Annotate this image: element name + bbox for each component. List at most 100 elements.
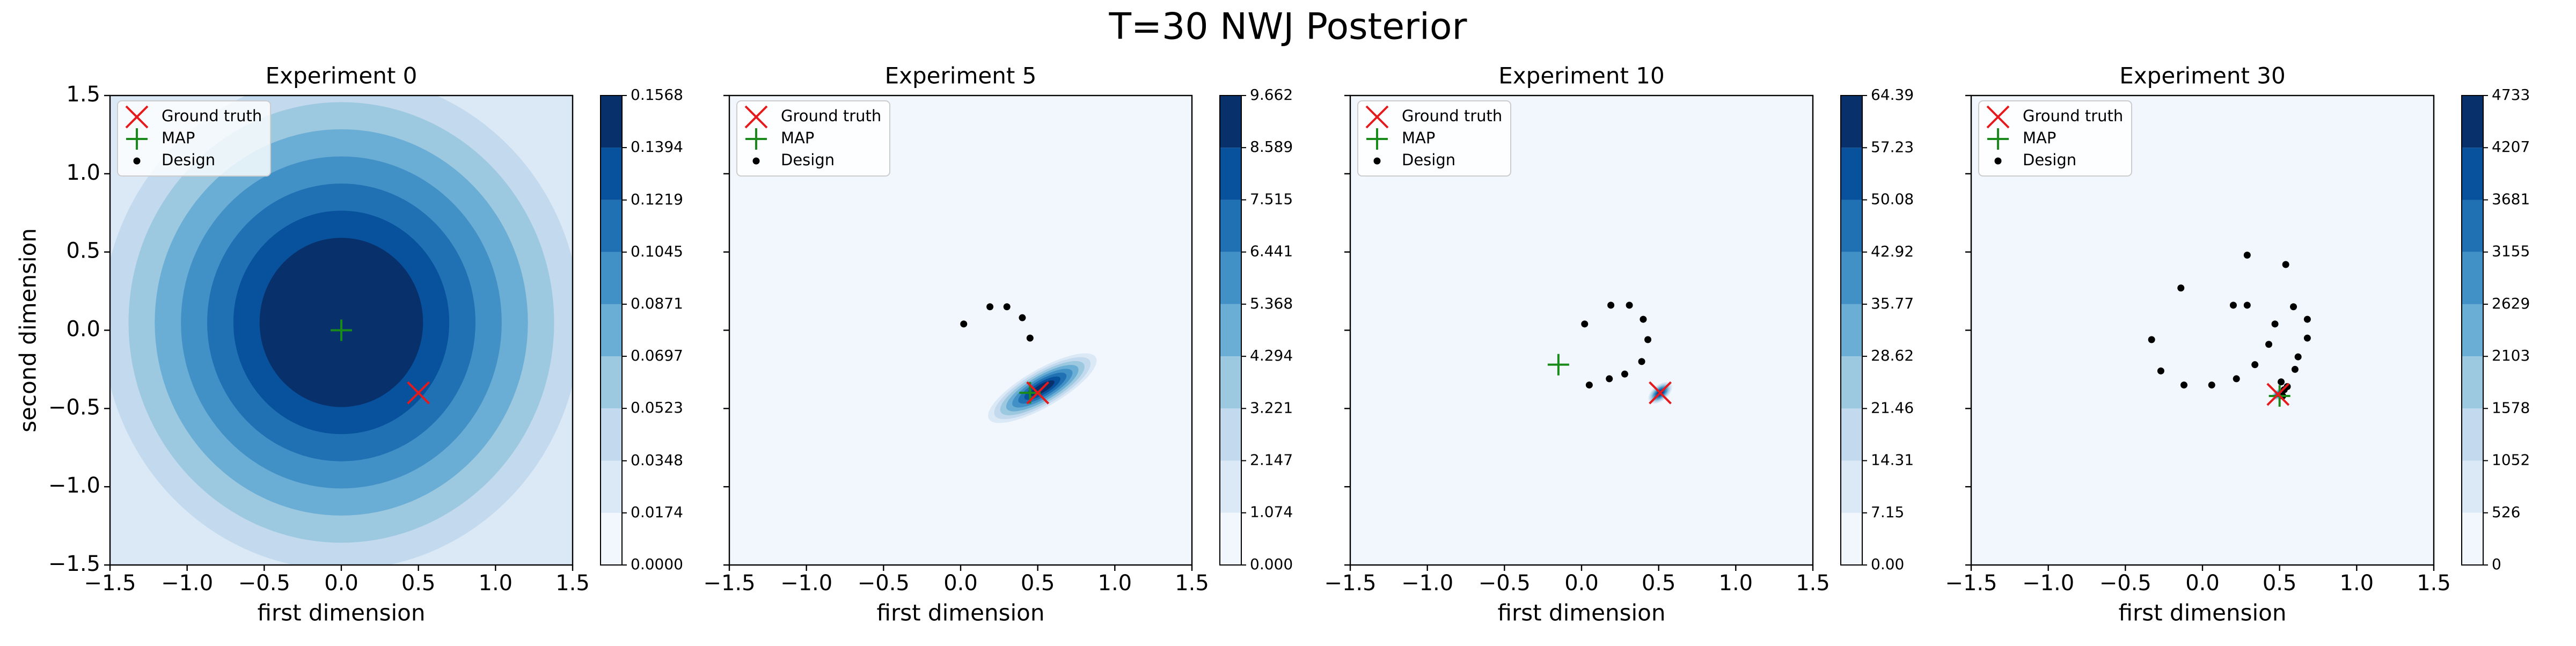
- colorbar-tick-label: 526: [2492, 503, 2520, 521]
- colorbar-band: [1220, 96, 1241, 148]
- point-dot: [1640, 315, 1647, 323]
- point-dot: [960, 320, 968, 328]
- colorbar-frame: [600, 95, 623, 566]
- y-tick-label: 0.5: [66, 239, 100, 263]
- point-dot: [1626, 302, 1633, 309]
- colorbar-band: [601, 96, 622, 148]
- x-tick-label: 1.5: [1796, 571, 1830, 596]
- point-x: [407, 381, 430, 405]
- point-x: [1026, 381, 1050, 405]
- colorbar-tick-label: 28.62: [1871, 347, 1914, 364]
- colorbar-tick-label: 0.0697: [631, 347, 683, 364]
- colorbar-tick-label: 0.0871: [631, 295, 683, 312]
- colorbar-band: [601, 200, 622, 252]
- colorbar-tick-label: 2103: [2492, 347, 2530, 364]
- colorbar-band: [1841, 148, 1862, 200]
- subplot: Experiment 10 −1.5 −1.0 −0.5 0.0 0.5 1.0 1.5 fir…: [1324, 63, 1914, 626]
- colorbar-tick-label: 0.0523: [631, 399, 683, 416]
- point-dot: [1585, 381, 1593, 389]
- point-dot: [2290, 303, 2297, 311]
- colorbar-band: [2462, 148, 2483, 200]
- colorbar-tick-label: 42.92: [1871, 243, 1914, 260]
- point-dot: [2303, 315, 2311, 323]
- colorbar-tick-label: 7.15: [1871, 503, 1904, 521]
- colorbar-band: [2462, 356, 2483, 409]
- legend-marker: [125, 105, 149, 129]
- point-x-stroke: [1026, 381, 1050, 405]
- y-axis-label: second dimension: [15, 228, 41, 432]
- colorbar-band: [2462, 512, 2483, 565]
- colorbar-tick-label: 3681: [2492, 190, 2530, 208]
- colorbar-tick-label: 1578: [2492, 399, 2530, 416]
- point-dot: [2243, 252, 2251, 259]
- legend-label: MAP: [2023, 129, 2056, 147]
- legend-marker: [1373, 157, 1381, 165]
- point-dot: [1621, 370, 1628, 378]
- legend-label: Design: [781, 151, 835, 169]
- colorbar-tick-label: 7.515: [1250, 190, 1293, 208]
- point-dot: [986, 303, 994, 311]
- x-tick-label: 0.5: [1021, 571, 1055, 596]
- colorbar-tick-label: 0.1394: [631, 138, 683, 156]
- x-tick-label: 1.5: [1175, 571, 1209, 596]
- x-tick-label: −0.5: [1479, 571, 1531, 596]
- subplot: Experiment 30 −1.5 −1.0 −0.5 0.0 0.5 1.0 1.5 fir…: [1945, 63, 2530, 626]
- colorbar-tick-label: 6.441: [1250, 243, 1293, 260]
- point-dot: [1607, 302, 1615, 309]
- point-dot: [2148, 336, 2155, 343]
- subplot-title: Experiment 30: [2119, 63, 2285, 89]
- x-tick-label: 1.5: [555, 571, 590, 596]
- legend-label: Design: [1402, 151, 1455, 169]
- colorbar-frame: [2461, 95, 2484, 566]
- legend-marker: [126, 128, 148, 150]
- colorbar-band: [1220, 200, 1241, 252]
- x-tick-label: −1.5: [1324, 571, 1376, 596]
- point-dot: [2180, 381, 2188, 389]
- point-plus: [1547, 354, 1569, 376]
- colorbar-tick-label: 35.77: [1871, 295, 1914, 312]
- point-dot: [2177, 284, 2185, 292]
- colorbar-frame: [1219, 95, 1242, 566]
- subplot: Experiment 5 −1.5 −1.0 −0.5 0.0 0.5 1.0 1.5 firs…: [703, 63, 1293, 626]
- legend-marker: [1987, 128, 2009, 150]
- legend-marker-stroke: [744, 105, 768, 129]
- legend-marker: [1994, 157, 2002, 165]
- x-tick-label: −1.0: [1401, 571, 1453, 596]
- legend-marker: [745, 128, 767, 150]
- x-tick-label: −1.5: [1945, 571, 1997, 596]
- legend-marker-stroke: [1365, 105, 1389, 129]
- colorbar-tick-label: 5.368: [1250, 295, 1293, 312]
- x-tick-label: 0.0: [1564, 571, 1599, 596]
- point-dot: [2233, 375, 2240, 383]
- point-dot: [2265, 341, 2273, 348]
- legend-label: Design: [162, 151, 215, 169]
- figure-title: T=30 NWJ Posterior: [1109, 6, 1467, 48]
- x-tick-label: 0.5: [401, 571, 436, 596]
- colorbar-band: [1220, 252, 1241, 304]
- x-tick-label: 0.0: [324, 571, 358, 596]
- point-x: [2266, 383, 2290, 406]
- colorbar-band: [2462, 252, 2483, 304]
- colorbar-tick-label: 14.31: [1871, 451, 1914, 469]
- point-dot: [2294, 353, 2302, 361]
- colorbar-band: [601, 252, 622, 304]
- colorbar-tick-label: 2629: [2492, 295, 2530, 312]
- colorbar-band: [1220, 512, 1241, 565]
- x-tick-label: 0.0: [943, 571, 978, 596]
- legend-box: [117, 100, 271, 177]
- point-dot: [1026, 334, 1034, 342]
- subplot: Experiment 0 −1.5 −1.0 −0.5 0.0 0.5 1.0 1.5 −1.5…: [15, 63, 683, 626]
- colorbar-tick-label: 4733: [2492, 86, 2530, 104]
- legend-label: Design: [2023, 151, 2076, 169]
- colorbar-tick-label: 0.00: [1871, 555, 1904, 573]
- x-tick-label: −0.5: [858, 571, 910, 596]
- legend-marker: [1986, 105, 2010, 129]
- colorbar-band: [601, 460, 622, 513]
- colorbar-tick-label: 57.23: [1871, 138, 1914, 156]
- point-dot: [2282, 261, 2289, 268]
- colorbar-tick-label: 64.39: [1871, 86, 1914, 104]
- point-plus: [331, 319, 352, 341]
- colorbar-tick-label: 0: [2492, 555, 2501, 573]
